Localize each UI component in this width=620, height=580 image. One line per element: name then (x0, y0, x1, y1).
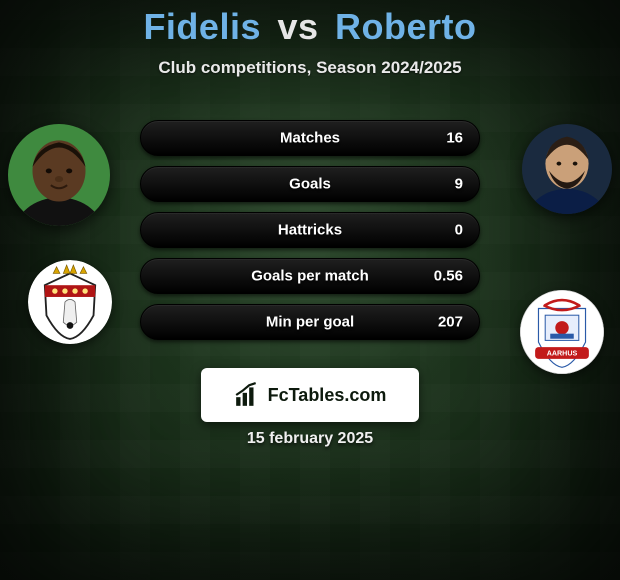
player2-name: Roberto (335, 6, 477, 47)
stat-row-min-per-goal: Min per goal 207 (140, 304, 480, 340)
brand-text: FcTables.com (268, 385, 387, 406)
comparison-title: Fidelis vs Roberto (0, 0, 620, 48)
stat-value: 0 (455, 222, 463, 239)
stat-row-goals: Goals 9 (140, 166, 480, 202)
subtitle: Club competitions, Season 2024/2025 (0, 58, 620, 78)
stats-list: Matches 16 Goals 9 Hattricks 0 Goals per… (140, 120, 480, 350)
stat-value: 16 (446, 130, 463, 147)
stat-row-hattricks: Hattricks 0 (140, 212, 480, 248)
player2-club-badge: AARHUS (520, 290, 604, 374)
stat-label: Hattricks (141, 222, 479, 239)
player1-name: Fidelis (143, 6, 261, 47)
stat-label: Min per goal (141, 314, 479, 331)
stat-label: Matches (141, 130, 479, 147)
player2-portrait (522, 124, 612, 214)
player1-portrait (8, 124, 110, 226)
stat-label: Goals (141, 176, 479, 193)
stat-label: Goals per match (141, 268, 479, 285)
stat-value: 9 (455, 176, 463, 193)
bar-chart-icon (234, 382, 260, 408)
stat-row-matches: Matches 16 (140, 120, 480, 156)
vs-text: vs (277, 6, 318, 47)
brand-badge: FcTables.com (201, 368, 419, 422)
stat-row-goals-per-match: Goals per match 0.56 (140, 258, 480, 294)
player1-club-badge (28, 260, 112, 344)
svg-text:AARHUS: AARHUS (547, 350, 578, 358)
stat-value: 207 (438, 314, 463, 331)
date-text: 15 february 2025 (0, 430, 620, 448)
stat-value: 0.56 (434, 268, 463, 285)
